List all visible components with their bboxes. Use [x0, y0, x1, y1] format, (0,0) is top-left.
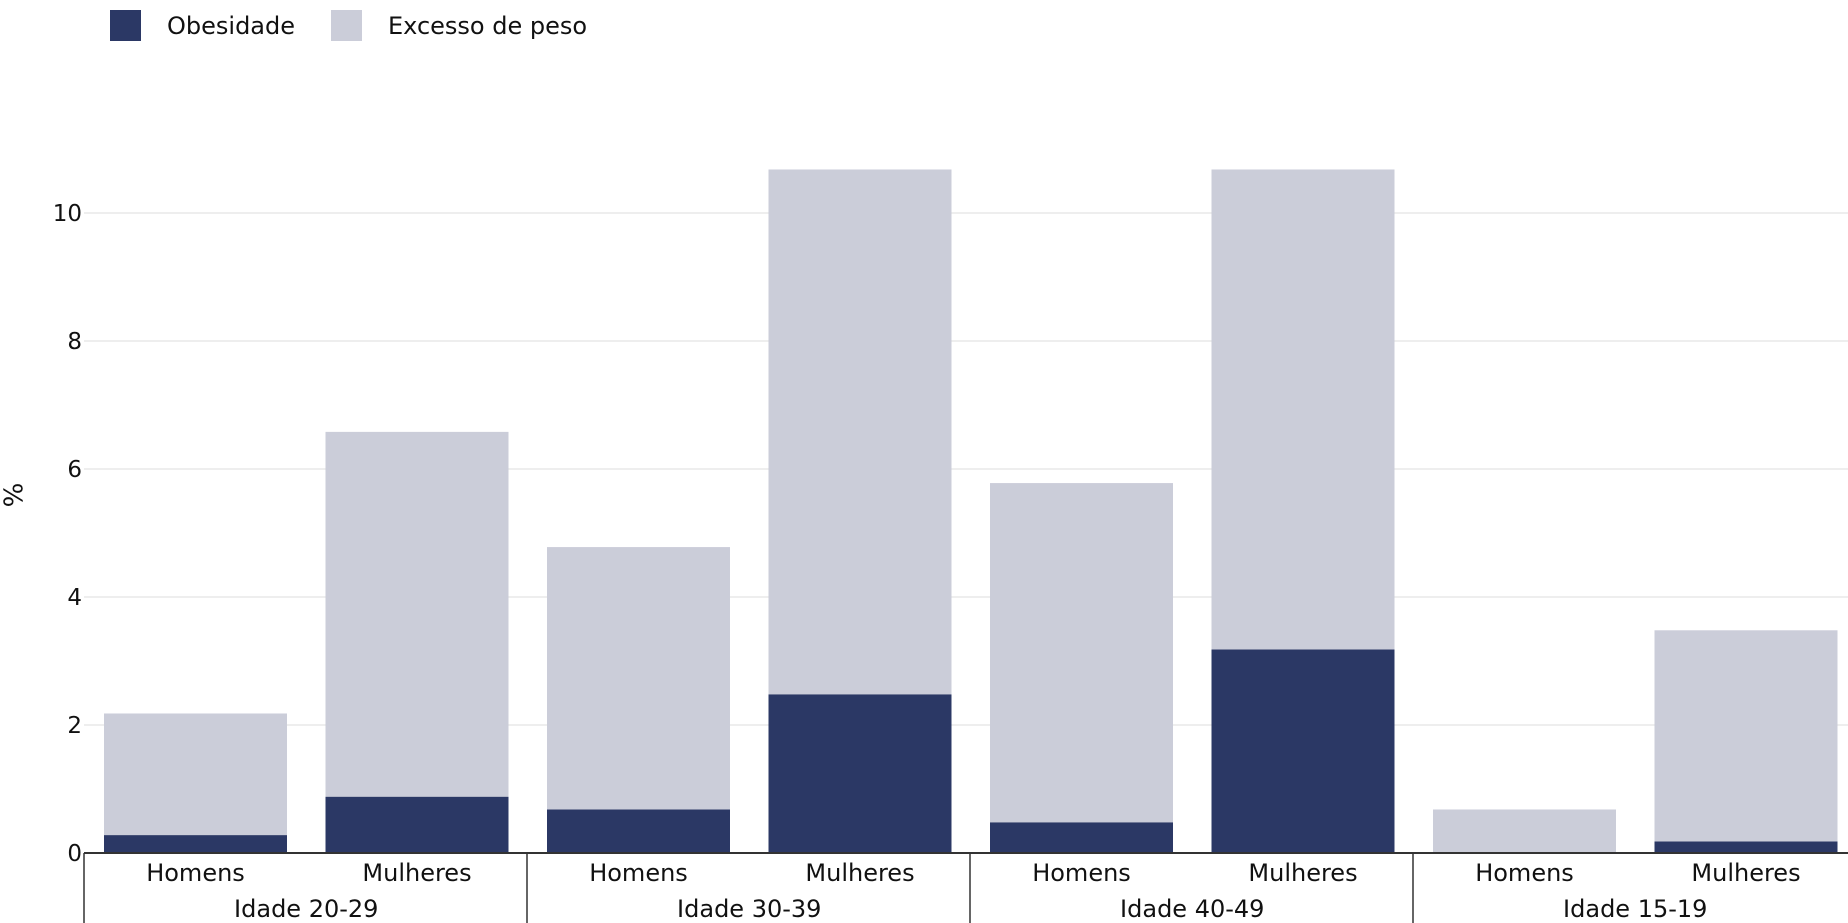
y-tick-label: 6 [67, 457, 82, 483]
legend-label-excesso-de-peso: Excesso de peso [388, 11, 588, 40]
bar-excesso-de-peso [1433, 809, 1616, 853]
legend-label-obesidade: Obesidade [167, 11, 296, 40]
y-tick-label: 2 [67, 713, 82, 739]
y-tick-label: 10 [53, 201, 82, 227]
legend-swatch-obesidade [110, 10, 141, 41]
group-label: Idade 20-29 [234, 895, 378, 923]
bar-obesidade [1654, 841, 1838, 853]
bar-obesidade [990, 822, 1173, 853]
bar-obesidade [325, 796, 509, 853]
legend-item-excesso-de-peso[interactable]: Excesso de peso [331, 10, 587, 41]
bar-excesso-de-peso [990, 483, 1173, 823]
x-tick-label: Homens [146, 859, 245, 887]
bar-excesso-de-peso [547, 547, 730, 810]
bar-obesidade [1211, 649, 1395, 853]
y-tick-label: 4 [67, 585, 82, 611]
group-label: Idade 15-19 [1563, 895, 1707, 923]
x-tick-label: Homens [1032, 859, 1131, 887]
group-label: Idade 30-39 [677, 895, 821, 923]
bar-excesso-de-peso [325, 431, 509, 797]
legend-swatch-excesso-de-peso [331, 10, 363, 41]
x-tick-label: Homens [1475, 859, 1574, 887]
bar-obesidade [104, 835, 287, 853]
x-tick-label: Mulheres [805, 859, 914, 887]
bar-excesso-de-peso [1211, 169, 1395, 650]
legend-item-obesidade[interactable]: Obesidade [110, 10, 295, 41]
y-tick-label: 8 [67, 329, 82, 355]
legend: Obesidade Excesso de peso [110, 10, 623, 41]
bar-obesidade [768, 694, 952, 853]
bar-excesso-de-peso [768, 169, 952, 695]
y-tick-label: 0 [67, 841, 82, 867]
x-tick-label: Homens [589, 859, 688, 887]
x-tick-label: Mulheres [1248, 859, 1357, 887]
bar-obesidade [547, 809, 730, 853]
bar-excesso-de-peso [104, 713, 287, 836]
x-tick-label: Mulheres [362, 859, 471, 887]
bar-excesso-de-peso [1654, 630, 1838, 842]
x-tick-label: Mulheres [1691, 859, 1800, 887]
group-label: Idade 40-49 [1120, 895, 1264, 923]
